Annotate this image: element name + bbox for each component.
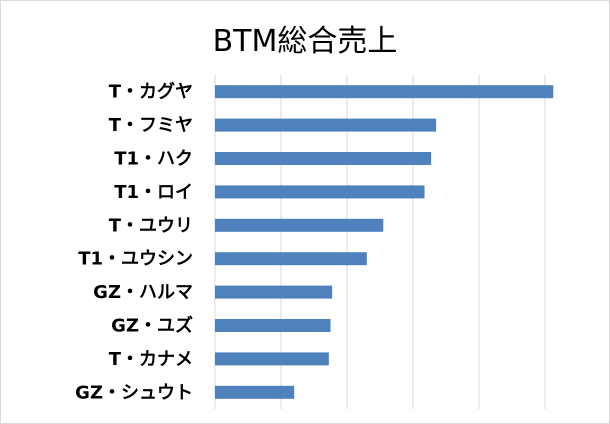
category-label: T1・ハク <box>114 149 193 170</box>
chart-title: BTM総合売上 <box>212 24 398 59</box>
bar <box>215 218 384 232</box>
category-label: T・フミヤ <box>109 115 193 136</box>
category-label: T1・ロイ <box>114 182 193 203</box>
bar <box>215 185 425 199</box>
bar <box>215 152 432 165</box>
category-label: GZ・シュウト <box>75 382 193 403</box>
category-label: GZ・ユズ <box>111 315 193 337</box>
bar <box>215 385 295 399</box>
category-label: T・カグヤ <box>109 81 193 103</box>
bar <box>215 118 437 132</box>
category-label: T・ユウリ <box>109 215 193 236</box>
category-label: GZ・ハルマ <box>93 282 193 303</box>
category-label: T1・ユウシン <box>78 249 193 270</box>
bar <box>215 352 329 366</box>
bar <box>215 85 554 99</box>
bar <box>215 319 331 332</box>
bar <box>215 285 333 299</box>
bar <box>215 252 367 266</box>
category-label: T・カナメ <box>109 349 193 370</box>
